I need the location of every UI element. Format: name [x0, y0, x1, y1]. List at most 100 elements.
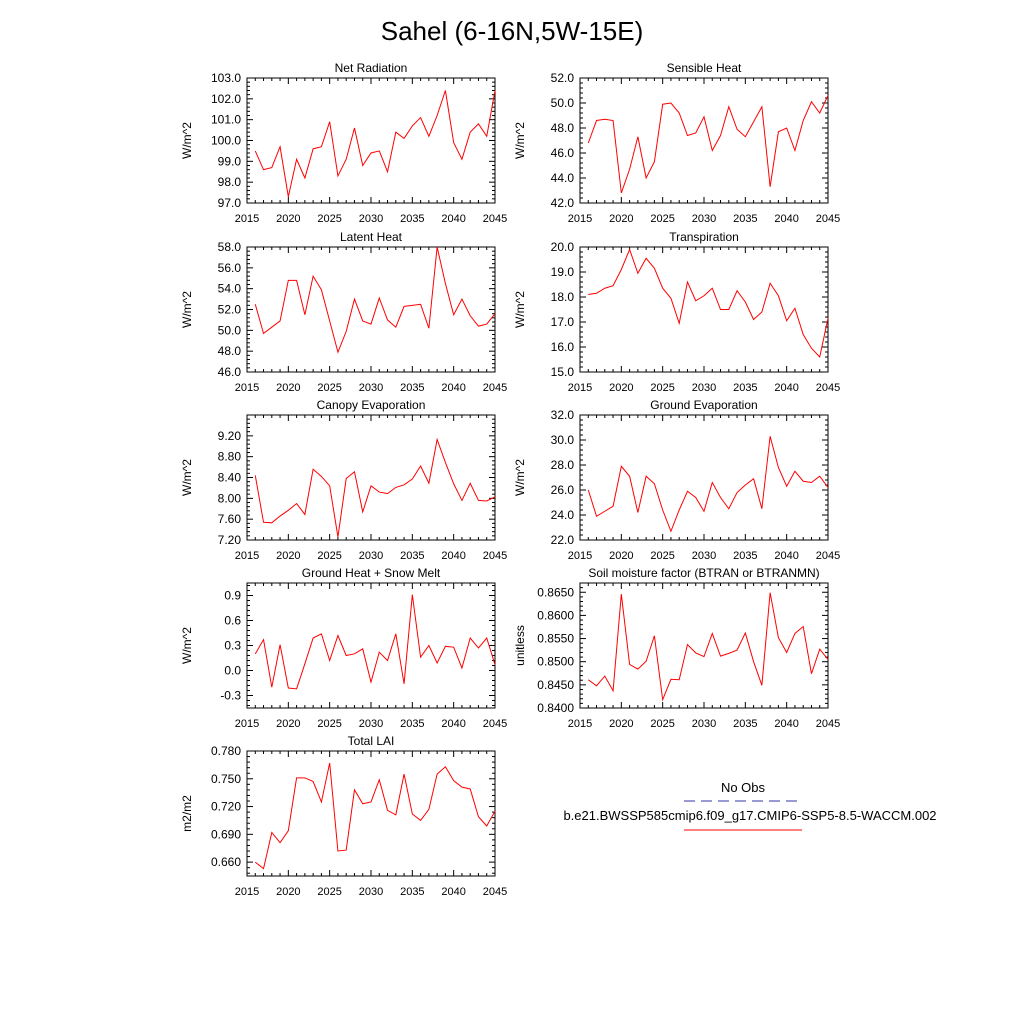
- panel-grid: Net Radiation W/m^2 2015 2020 2025 2030 2035 20…: [180, 61, 840, 898]
- x-tick-label: 2045: [483, 382, 507, 394]
- x-tick-label: 2025: [650, 550, 674, 562]
- x-tick-label: 2040: [774, 550, 798, 562]
- x-tick-label: 2045: [816, 382, 840, 394]
- panel-title: Ground Evaporation: [650, 398, 757, 412]
- x-tick-label: 2045: [483, 718, 507, 730]
- y-tick-label: 19.0: [551, 265, 575, 279]
- x-tick-label: 2045: [816, 718, 840, 730]
- y-tick-label: 56.0: [218, 261, 242, 275]
- x-tick-label: 2025: [650, 718, 674, 730]
- x-tick-label: 2040: [441, 718, 465, 730]
- x-tick-label: 2015: [235, 213, 259, 225]
- y-tick-label: 48.0: [218, 344, 242, 358]
- panel-title: Ground Heat + Snow Melt: [302, 566, 441, 580]
- x-tick-label: 2030: [692, 213, 716, 225]
- y-tick-label: 8.40: [218, 471, 242, 485]
- y-tick-label: 46.0: [551, 146, 575, 160]
- y-axis-label: W/m^2: [513, 122, 527, 159]
- x-tick-label: 2025: [317, 718, 341, 730]
- chart-panel: Net Radiation W/m^2 2015 2020 2025 2030 2035 20…: [180, 61, 507, 225]
- y-tick-label: 52.0: [218, 303, 242, 317]
- x-tick-label: 2015: [568, 550, 592, 562]
- panel-title: Total LAI: [348, 734, 395, 748]
- x-tick-label: 2035: [400, 213, 424, 225]
- x-tick-label: 2035: [733, 718, 757, 730]
- x-tick-label: 2015: [568, 382, 592, 394]
- y-tick-label: 99.0: [218, 154, 242, 168]
- x-tick-label: 2030: [692, 382, 716, 394]
- y-tick-label: 42.0: [551, 196, 575, 210]
- x-tick-label: 2020: [276, 550, 300, 562]
- x-tick-label: 2025: [650, 382, 674, 394]
- y-tick-label: 97.0: [218, 196, 242, 210]
- x-tick-label: 2035: [733, 550, 757, 562]
- panel-title: Canopy Evaporation: [317, 398, 426, 412]
- legend-obs-label: No Obs: [721, 780, 766, 795]
- x-tick-label: 2015: [235, 886, 259, 898]
- y-tick-label: 22.0: [551, 533, 575, 547]
- y-tick-label: 50.0: [551, 96, 575, 110]
- x-tick-label: 2035: [400, 550, 424, 562]
- y-tick-label: 0.8650: [537, 585, 574, 599]
- x-tick-label: 2030: [359, 382, 383, 394]
- y-tick-label: 0.690: [211, 827, 241, 841]
- x-tick-label: 2025: [317, 382, 341, 394]
- x-tick-label: 2020: [609, 382, 633, 394]
- figure-title: Sahel (6-16N,5W-15E): [381, 16, 644, 46]
- y-tick-label: 26.0: [551, 483, 575, 497]
- series-line: [587, 95, 829, 194]
- y-tick-label: 46.0: [218, 365, 242, 379]
- y-tick-label: 0.0: [224, 664, 241, 678]
- y-tick-label: 54.0: [218, 282, 242, 296]
- y-tick-label: 0.660: [211, 855, 241, 869]
- y-axis-label: W/m^2: [180, 459, 194, 496]
- panel-title: Latent Heat: [340, 230, 403, 244]
- y-tick-label: 0.8400: [537, 701, 574, 715]
- y-axis-label: W/m^2: [180, 627, 194, 664]
- y-tick-label: 48.0: [551, 121, 575, 135]
- y-axis-label: W/m^2: [180, 122, 194, 159]
- y-tick-label: 0.720: [211, 800, 241, 814]
- y-tick-label: 15.0: [551, 365, 575, 379]
- y-tick-label: 24.0: [551, 508, 575, 522]
- x-tick-label: 2020: [609, 718, 633, 730]
- x-tick-label: 2040: [774, 718, 798, 730]
- chart-panel: Transpiration W/m^2 2015 2020 2025 2030 2035 20…: [513, 230, 840, 394]
- y-tick-label: 18.0: [551, 290, 575, 304]
- y-tick-label: 103.0: [211, 71, 241, 85]
- x-tick-label: 2015: [235, 718, 259, 730]
- x-tick-label: 2045: [483, 213, 507, 225]
- y-axis-label: W/m^2: [513, 459, 527, 496]
- x-tick-label: 2035: [400, 382, 424, 394]
- y-tick-label: 0.780: [211, 744, 241, 758]
- series-line: [254, 762, 496, 870]
- x-tick-label: 2020: [276, 382, 300, 394]
- x-tick-label: 2045: [483, 886, 507, 898]
- x-tick-label: 2015: [235, 382, 259, 394]
- panel-title: Soil moisture factor (BTRAN or BTRANMN): [588, 566, 819, 580]
- y-tick-label: 30.0: [551, 433, 575, 447]
- x-tick-label: 2015: [568, 718, 592, 730]
- legend-model-label: b.e21.BWSSP585cmip6.f09_g17.CMIP6-SSP5-8…: [563, 808, 936, 823]
- series-line: [254, 594, 496, 690]
- chart-panel: Total LAI m2/m2 2015 2020 2025 2030 2035 2040 20…: [180, 734, 507, 898]
- x-tick-label: 2030: [692, 550, 716, 562]
- y-tick-label: 17.0: [551, 315, 575, 329]
- series-line: [254, 246, 496, 354]
- x-tick-label: 2040: [441, 382, 465, 394]
- y-tick-label: 101.0: [211, 113, 241, 127]
- legend: No Obs b.e21.BWSSP585cmip6.f09_g17.CMIP6…: [563, 780, 937, 831]
- chart-panel: Canopy Evaporation W/m^2 2015 2020 2025 2030 2…: [180, 398, 507, 562]
- y-tick-label: 58.0: [218, 240, 242, 254]
- series-line: [587, 592, 829, 702]
- x-tick-label: 2035: [400, 718, 424, 730]
- y-tick-label: 50.0: [218, 323, 242, 337]
- panel-title: Transpiration: [669, 230, 739, 244]
- y-tick-label: 7.20: [218, 533, 242, 547]
- chart-panel: Soil moisture factor (BTRAN or BTRANMN) u…: [513, 566, 840, 730]
- x-tick-label: 2045: [483, 550, 507, 562]
- y-axis-label: m2/m2: [180, 795, 194, 832]
- panel-title: Sensible Heat: [667, 61, 742, 75]
